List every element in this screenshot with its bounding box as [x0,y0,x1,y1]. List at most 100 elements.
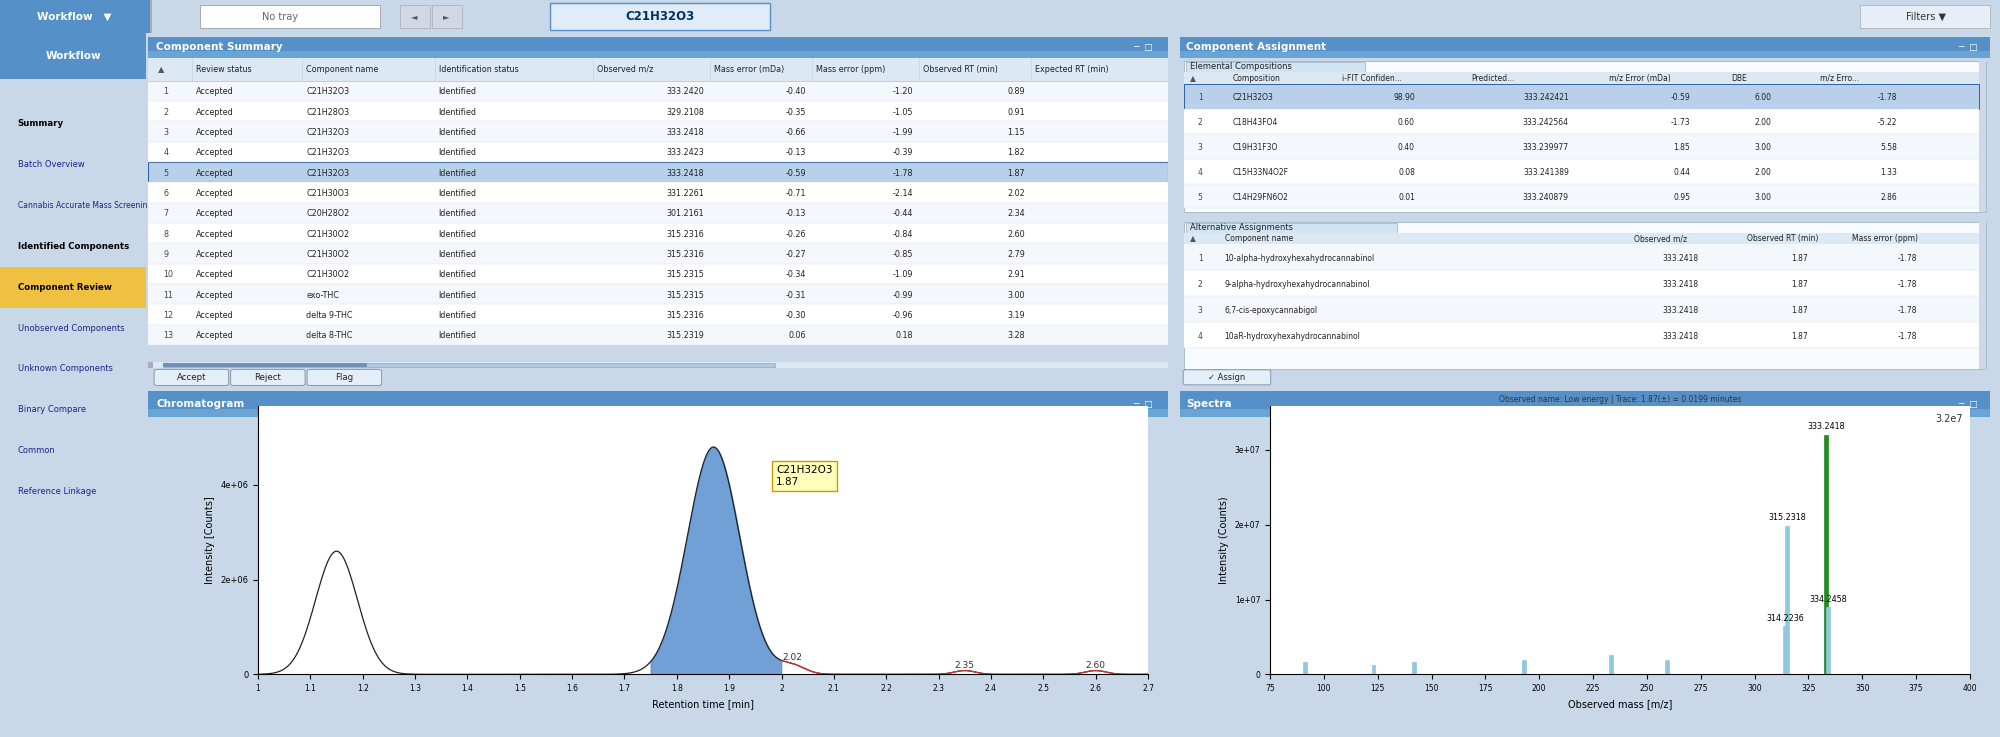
Text: 4: 4 [164,148,168,157]
Text: 333.242421: 333.242421 [1524,94,1568,102]
Text: Flag: Flag [336,373,354,382]
Text: 0.60: 0.60 [1398,118,1414,128]
Text: C21H32O3: C21H32O3 [626,10,694,23]
Text: -1.78: -1.78 [1898,254,1918,263]
Bar [1184,223,1986,369]
Text: -0.27: -0.27 [786,250,806,259]
Text: Workflow   ▼: Workflow ▼ [36,12,112,21]
Text: 333.2418: 333.2418 [1662,332,1698,341]
Text: C20H28O2: C20H28O2 [306,209,350,218]
Text: Component name: Component name [1224,234,1292,243]
Bar [432,5,462,28]
Bar [148,363,1168,368]
Bar [1824,435,1828,674]
Text: Predicted...: Predicted... [1472,74,1514,83]
Text: 315.2318: 315.2318 [1768,513,1806,523]
Text: 2.00: 2.00 [1754,168,1772,177]
Text: 2.86: 2.86 [1880,192,1896,202]
Text: 333.2418: 333.2418 [1662,254,1698,263]
Text: 0.91: 0.91 [1008,108,1026,116]
Text: -0.71: -0.71 [786,189,806,198]
Text: 3: 3 [1198,306,1202,315]
Bar [1184,134,1978,158]
Bar [1186,223,1398,233]
Text: 1.85: 1.85 [1674,143,1690,152]
FancyBboxPatch shape [154,369,228,385]
Text: -0.13: -0.13 [786,209,806,218]
Text: Observed m/z: Observed m/z [1634,234,1686,243]
Title: Observed name: Low energy | Trace: 1.87(±) = 0.0199 minutes: Observed name: Low energy | Trace: 1.87(… [1498,395,1742,404]
Text: 333.2418: 333.2418 [1662,280,1698,289]
Text: 1.33: 1.33 [1880,168,1896,177]
Text: -0.34: -0.34 [786,270,806,279]
Text: 333.239977: 333.239977 [1522,143,1568,152]
FancyBboxPatch shape [1184,370,1270,385]
Text: C21H30O2: C21H30O2 [306,230,350,239]
Bar [148,264,1168,284]
Bar [1184,322,1978,349]
Text: 333.2418: 333.2418 [1808,422,1846,431]
Text: 329.2108: 329.2108 [666,108,704,116]
Bar [1784,626,1788,674]
Bar [0,33,146,79]
Text: ✓ Assign: ✓ Assign [1208,373,1246,382]
Text: 1: 1 [1198,94,1202,102]
Text: Identified: Identified [438,148,476,157]
Text: Accepted: Accepted [196,290,234,300]
Bar [1608,655,1612,674]
X-axis label: Retention time [min]: Retention time [min] [652,699,754,709]
Bar [0,267,146,307]
Text: Identified: Identified [438,189,476,198]
Text: Mass error (ppm): Mass error (ppm) [1852,234,1918,243]
Bar [148,223,1168,243]
Text: Component Assignment: Component Assignment [1186,42,1326,52]
Text: 315.2316: 315.2316 [666,250,704,259]
Bar [1302,663,1306,674]
Text: 3: 3 [1198,143,1202,152]
Text: delta 9-THC: delta 9-THC [306,311,352,320]
Text: Identified: Identified [438,209,476,218]
Bar [1522,660,1526,674]
Text: -5.22: -5.22 [1878,118,1896,128]
Text: Component Review: Component Review [18,283,112,292]
Bar [148,122,1168,142]
Text: 6,7-cis-epoxycannabigol: 6,7-cis-epoxycannabigol [1224,306,1318,315]
Text: 3.00: 3.00 [1754,192,1772,202]
Text: i-FIT Confiden...: i-FIT Confiden... [1342,74,1402,83]
Text: 2.00: 2.00 [1754,118,1772,128]
Bar [1978,61,1986,212]
Text: 333.240879: 333.240879 [1522,192,1568,202]
Bar [1860,5,1990,28]
Text: 314.2236: 314.2236 [1766,614,1804,623]
Text: -1.78: -1.78 [892,169,912,178]
Text: ▲: ▲ [1190,234,1196,243]
Bar [148,304,1168,324]
Text: Accepted: Accepted [196,148,234,157]
Text: 10-alpha-hydroxyhexahydrocannabinol: 10-alpha-hydroxyhexahydrocannabinol [1224,254,1374,263]
Text: 11: 11 [164,290,174,300]
Text: 331.2261: 331.2261 [666,189,704,198]
Text: 2: 2 [164,108,168,116]
Bar [1826,607,1830,674]
Bar [1184,233,1978,244]
Text: 1.87: 1.87 [1008,169,1026,178]
Text: 10aR-hydroxyhexahydrocannabinol: 10aR-hydroxyhexahydrocannabinol [1224,332,1360,341]
Text: 1.15: 1.15 [1008,128,1026,137]
Bar [148,101,1168,122]
Text: 10: 10 [164,270,174,279]
Bar [1184,109,1978,134]
Text: ▲: ▲ [158,65,164,74]
Text: -0.84: -0.84 [892,230,912,239]
Text: Identification status: Identification status [438,65,518,74]
FancyBboxPatch shape [308,369,382,385]
Text: 4: 4 [1198,168,1202,177]
Text: -0.85: -0.85 [892,250,912,259]
Text: 2.34: 2.34 [1008,209,1026,218]
Text: Expected RT (min): Expected RT (min) [1036,65,1110,74]
Bar [1664,660,1668,674]
Text: 0.89: 0.89 [1008,87,1026,97]
Text: Common: Common [18,446,56,455]
Text: 5: 5 [164,169,168,178]
Text: Identified: Identified [438,108,476,116]
Text: Identified: Identified [438,311,476,320]
